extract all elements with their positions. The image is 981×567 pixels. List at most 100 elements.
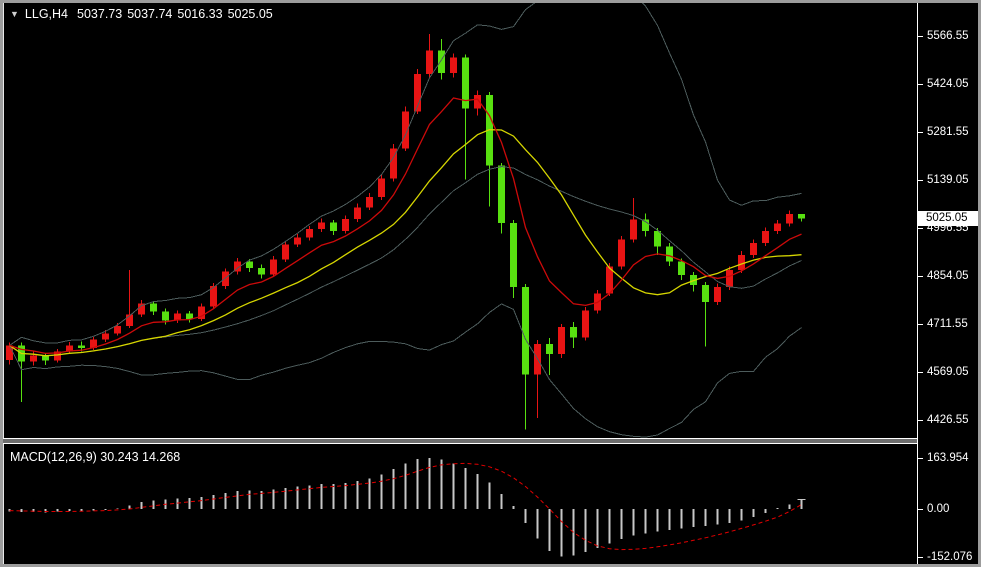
candle-up: [534, 340, 541, 419]
macd-tick-label-dash: [918, 509, 923, 510]
bollinger-upper-line: [9, 3, 802, 346]
candle-up: [294, 233, 301, 248]
macd-panel[interactable]: MACD(12,26,9) 30.243 14.268: [3, 444, 917, 564]
price-tick-label-dash: [918, 36, 923, 37]
fast-ma-line: [9, 97, 802, 355]
candle-body: [786, 214, 793, 224]
candle-body: [462, 57, 469, 109]
candle-body: [546, 344, 553, 355]
candle-body: [378, 178, 385, 198]
candle-body: [114, 325, 121, 334]
candle-down: [486, 92, 493, 207]
candle-down: [798, 214, 805, 222]
candle-up: [402, 106, 409, 152]
candle-up: [138, 299, 145, 317]
candle-body: [390, 148, 397, 179]
macd-tick-label: -152.076: [927, 551, 973, 563]
candle-body: [234, 261, 241, 272]
candle-up: [318, 218, 325, 232]
candle-up: [630, 198, 637, 243]
candle-down: [510, 220, 517, 299]
candle-down: [522, 284, 529, 430]
candle-body: [762, 231, 769, 244]
macd-indicator-label: MACD(12,26,9) 30.243 14.268: [10, 450, 181, 464]
candle-down: [42, 352, 49, 365]
price-tick-label: 5139.05: [927, 174, 969, 186]
candle-down: [642, 213, 649, 237]
candle-body: [522, 286, 529, 375]
price-tick-label: 5281.55: [927, 126, 969, 138]
candle-body: [630, 219, 637, 240]
candle-body: [414, 74, 421, 112]
main-chart-panel[interactable]: ▼ LLG,H4 5037.73 5037.74 5016.33 5025.05: [3, 3, 917, 438]
candle-up: [102, 330, 109, 343]
candle-body: [222, 271, 229, 287]
symbol-dropdown-icon[interactable]: ▼: [10, 9, 19, 19]
candle-body: [246, 261, 253, 268]
current-price-label: 5025.05: [918, 211, 978, 226]
candle-body: [774, 223, 781, 232]
price-tick-label-dash: [918, 372, 923, 373]
candle-down: [462, 54, 469, 180]
candle-up: [234, 258, 241, 275]
candle-body: [438, 50, 445, 73]
candle-up: [738, 251, 745, 273]
candle-down: [546, 337, 553, 376]
candle-body: [6, 345, 13, 360]
macd-chart-canvas[interactable]: [4, 444, 917, 564]
candle-body: [78, 345, 85, 348]
candle-body: [474, 94, 481, 109]
candle-body: [30, 355, 37, 362]
main-chart-canvas[interactable]: [4, 3, 917, 438]
candle-down: [246, 258, 253, 272]
candle-body: [498, 165, 505, 223]
candle-body: [426, 50, 433, 75]
candle-body: [354, 207, 361, 220]
candle-body: [738, 254, 745, 270]
candle-body: [366, 197, 373, 208]
candle-body: [750, 243, 757, 255]
candle-body: [714, 286, 721, 302]
ohlc-low: 5016.33: [177, 7, 223, 21]
candle-body: [258, 267, 265, 275]
candle-body: [330, 222, 337, 231]
macd-tick-label: 0.00: [927, 503, 950, 515]
ohlc-open: 5037.73: [77, 7, 123, 21]
candle-up: [270, 256, 277, 278]
candle-up: [450, 53, 457, 78]
candle-body: [66, 345, 73, 352]
candle-up: [390, 143, 397, 182]
symbol-timeframe-label: LLG,H4: [24, 7, 69, 21]
candle-down: [498, 162, 505, 234]
candle-body: [270, 259, 277, 275]
candle-body: [282, 244, 289, 260]
candle-body: [102, 333, 109, 340]
candle-body: [666, 246, 673, 262]
price-tick-label-dash: [918, 132, 923, 133]
candle-down: [186, 311, 193, 323]
candle-down: [330, 220, 337, 235]
bollinger-lower-line: [9, 303, 802, 438]
candle-body: [642, 219, 649, 232]
candle-body: [174, 313, 181, 321]
price-tick-label-dash: [918, 180, 923, 181]
candle-body: [54, 351, 61, 361]
candle-body: [570, 327, 577, 338]
price-tick-label-dash: [918, 84, 923, 85]
slow-ma-line: [9, 129, 802, 357]
candle-up: [174, 310, 181, 324]
panel-divider[interactable]: [3, 438, 918, 444]
candle-body: [210, 286, 217, 307]
price-tick-label-dash: [918, 420, 923, 421]
candle-body: [582, 310, 589, 338]
candle-body: [90, 339, 97, 348]
ohlc-close: 5025.05: [227, 7, 273, 21]
candle-body: [150, 303, 157, 312]
price-axis[interactable]: 5025.05 5566.55 5424.05 5281.55 5139.05 4996…: [918, 3, 978, 564]
candle-up: [198, 303, 205, 322]
candle-up: [282, 240, 289, 263]
candle-down: [150, 300, 157, 316]
candle-body: [294, 237, 301, 245]
candle-up: [786, 210, 793, 227]
candle-body: [138, 303, 145, 315]
